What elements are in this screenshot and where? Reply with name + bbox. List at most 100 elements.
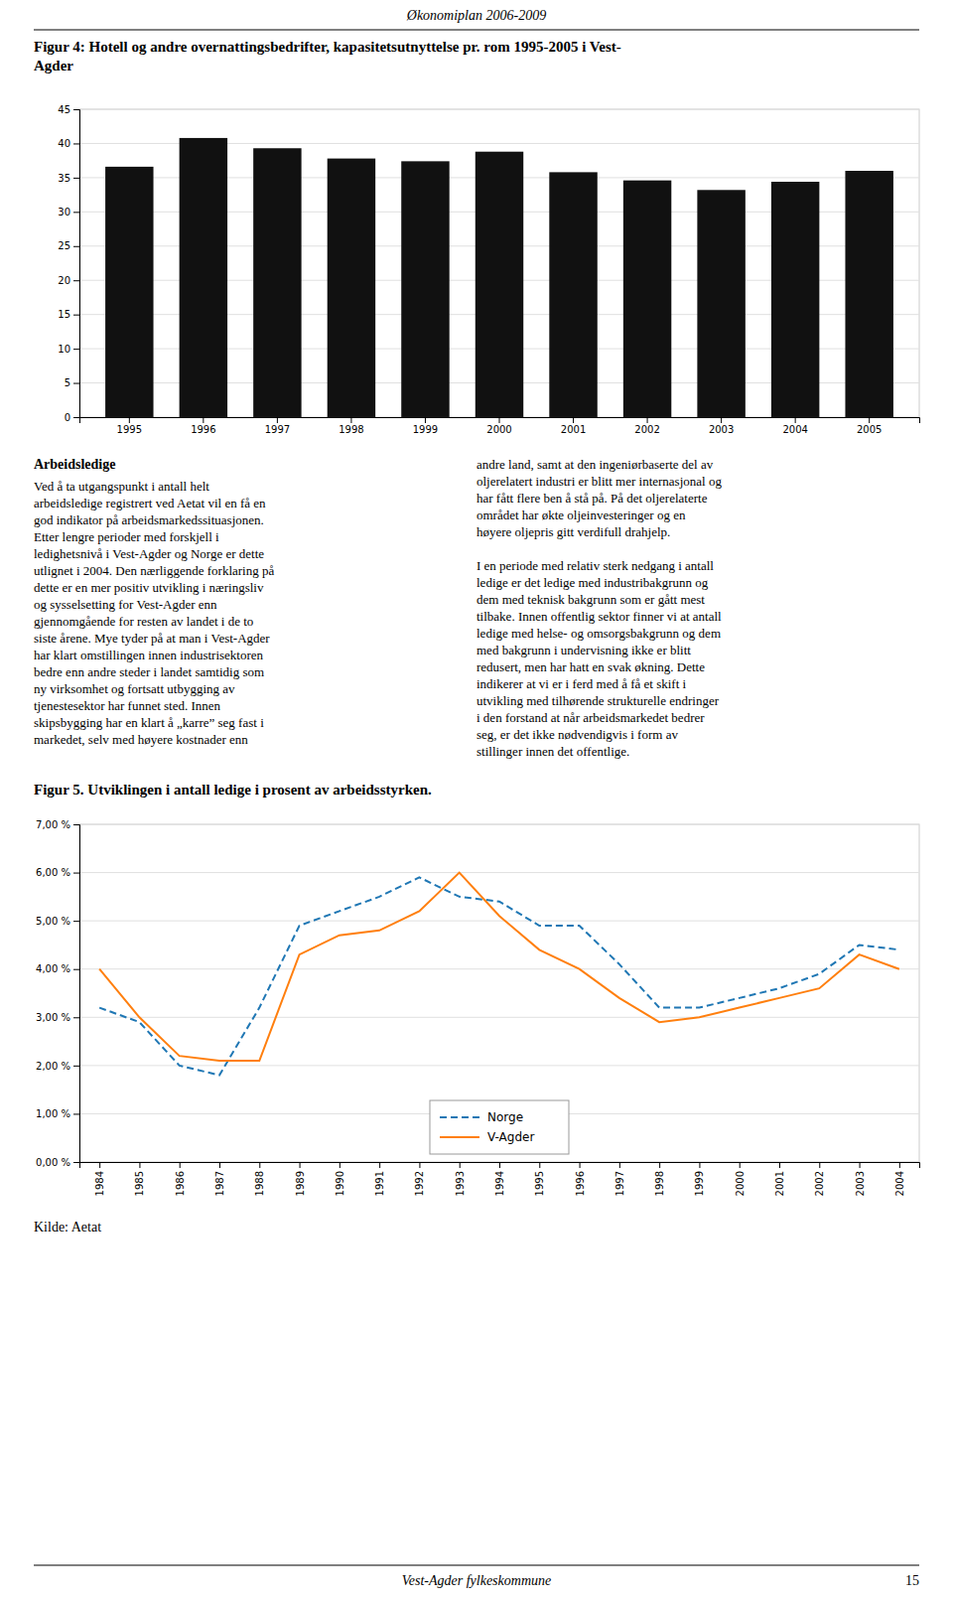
text-line: god indikator på arbeidsmarkedssituasjon… xyxy=(33,512,265,528)
tick-mark xyxy=(73,142,80,144)
tick-label: 1992 xyxy=(413,1170,425,1196)
tick: 0,00 % xyxy=(35,1156,80,1168)
tick-label: 1990 xyxy=(334,1170,346,1196)
tick-label: 1986 xyxy=(174,1170,186,1196)
tick-mark xyxy=(73,1112,80,1114)
tick-label: 2002 xyxy=(814,1170,825,1196)
tick-label: 2005 xyxy=(856,423,882,435)
tick: 2003 xyxy=(854,1161,866,1196)
tick-mark xyxy=(73,279,80,281)
source-note: Kilde: Aetat xyxy=(33,1219,102,1234)
line xyxy=(99,872,900,1061)
bar xyxy=(253,147,301,417)
tick: 1993 xyxy=(454,1161,466,1196)
tick: 25 xyxy=(57,240,80,252)
text-line: stillinger innen det offentlige. xyxy=(476,743,630,759)
bar xyxy=(179,137,228,417)
chart-title: Figur 4: Hotell og andre overnattingsbed… xyxy=(33,38,622,74)
tick: 1984 xyxy=(94,1161,106,1196)
plot-frame xyxy=(79,109,920,417)
plot-frame xyxy=(79,823,920,1162)
text-line: bedre enn andre steder i landet samtidig… xyxy=(33,664,265,680)
tick-label: 1996 xyxy=(574,1170,586,1196)
tick: 1998 xyxy=(654,1161,666,1196)
tick-label: 1988 xyxy=(254,1170,266,1196)
tick: 2002 xyxy=(814,1161,825,1196)
tick: 1989 xyxy=(294,1161,306,1196)
tick-mark xyxy=(73,314,80,316)
text-line: ny virksomhet og fortsatt utbygging av xyxy=(33,680,236,696)
text-line: Figur 4: Hotell og andre overnattingsbed… xyxy=(33,38,622,55)
text-line: Etter lengre perioder med forskjell i xyxy=(33,529,220,545)
grid-line xyxy=(79,920,920,922)
page-footer: Vest-Agder fylkeskommune xyxy=(402,1572,551,1588)
tick: 1994 xyxy=(494,1161,506,1196)
grid-line xyxy=(79,1064,920,1066)
tick: 2001 xyxy=(560,416,586,435)
tick-mark xyxy=(572,416,574,423)
tick-mark xyxy=(698,1161,700,1168)
tick-mark xyxy=(299,1161,301,1168)
legend-box xyxy=(429,1099,569,1154)
tick-label: 4,00 % xyxy=(35,962,71,974)
tick-label: 1997 xyxy=(614,1170,626,1196)
tick: 2002 xyxy=(634,416,660,435)
tick-mark xyxy=(73,416,80,418)
tick-label: 1995 xyxy=(534,1170,545,1196)
tick: 10 xyxy=(57,343,80,355)
tick-label: 5 xyxy=(64,377,71,389)
rule xyxy=(33,1564,920,1566)
tick-label: 1994 xyxy=(494,1170,506,1196)
tick: 2000 xyxy=(734,1161,746,1196)
tick-label: 35 xyxy=(57,172,71,184)
plot-marks xyxy=(105,137,894,417)
tick: 1997 xyxy=(614,1161,626,1196)
tick-label: 1985 xyxy=(134,1170,145,1196)
tick-mark xyxy=(424,416,426,423)
tick-label: 2003 xyxy=(708,423,734,435)
tick-mark xyxy=(259,1161,261,1168)
tick-mark xyxy=(73,177,80,179)
tick: 1986 xyxy=(174,1161,186,1196)
text-line xyxy=(476,541,480,556)
bar-chart: 0510152025303540451995199619971998199920… xyxy=(57,104,920,435)
tick: 0 xyxy=(64,411,80,423)
paragraph: andre land, samt at den ingeniørbaserte … xyxy=(476,456,722,759)
tick-mark xyxy=(499,416,501,423)
tick-mark xyxy=(73,109,80,111)
text-line: Agder xyxy=(33,57,74,74)
tick: 1996 xyxy=(574,1161,586,1196)
tick-mark xyxy=(73,1161,80,1163)
text-line: området har økte oljeinvesteringer og en xyxy=(476,507,686,523)
tick-label: 2,00 % xyxy=(35,1060,71,1072)
text-line: i den forstand at når arbeidsmarkedet be… xyxy=(476,709,705,725)
tick-mark xyxy=(339,1161,341,1168)
tick: 1988 xyxy=(254,1161,266,1196)
tick-label: 45 xyxy=(57,104,71,116)
tick-mark xyxy=(818,1161,820,1168)
tick-mark xyxy=(720,416,722,423)
column-heading: Arbeidsledige xyxy=(33,456,116,472)
tick-mark xyxy=(619,1161,621,1168)
tick: 40 xyxy=(57,137,80,149)
text-line: gjennomgående for resten av landet i de … xyxy=(33,613,254,629)
tick-mark xyxy=(73,823,80,825)
tick: 1997 xyxy=(265,416,290,435)
tick: 2003 xyxy=(708,416,734,435)
tick-mark xyxy=(179,1161,181,1168)
tick-mark xyxy=(350,416,352,423)
tick-label: 1998 xyxy=(338,423,364,435)
legend: NorgeV-Agder xyxy=(429,1099,569,1154)
legend-swatch xyxy=(439,1115,480,1118)
grid-line xyxy=(79,823,920,825)
tick: 2,00 % xyxy=(35,1060,80,1072)
tick: 2005 xyxy=(856,416,882,435)
text-line: seg, er det ikke nødvendigvis i form av xyxy=(476,726,679,742)
tick-mark xyxy=(73,872,80,874)
text-line: ledige med helse- og omsorgsbakgrunn og … xyxy=(476,625,721,641)
tick-mark xyxy=(73,348,80,350)
tick-label: 1991 xyxy=(374,1170,386,1196)
tick: 6,00 % xyxy=(35,866,80,878)
tick-label: 2000 xyxy=(486,423,512,435)
axis-line xyxy=(73,824,81,1163)
